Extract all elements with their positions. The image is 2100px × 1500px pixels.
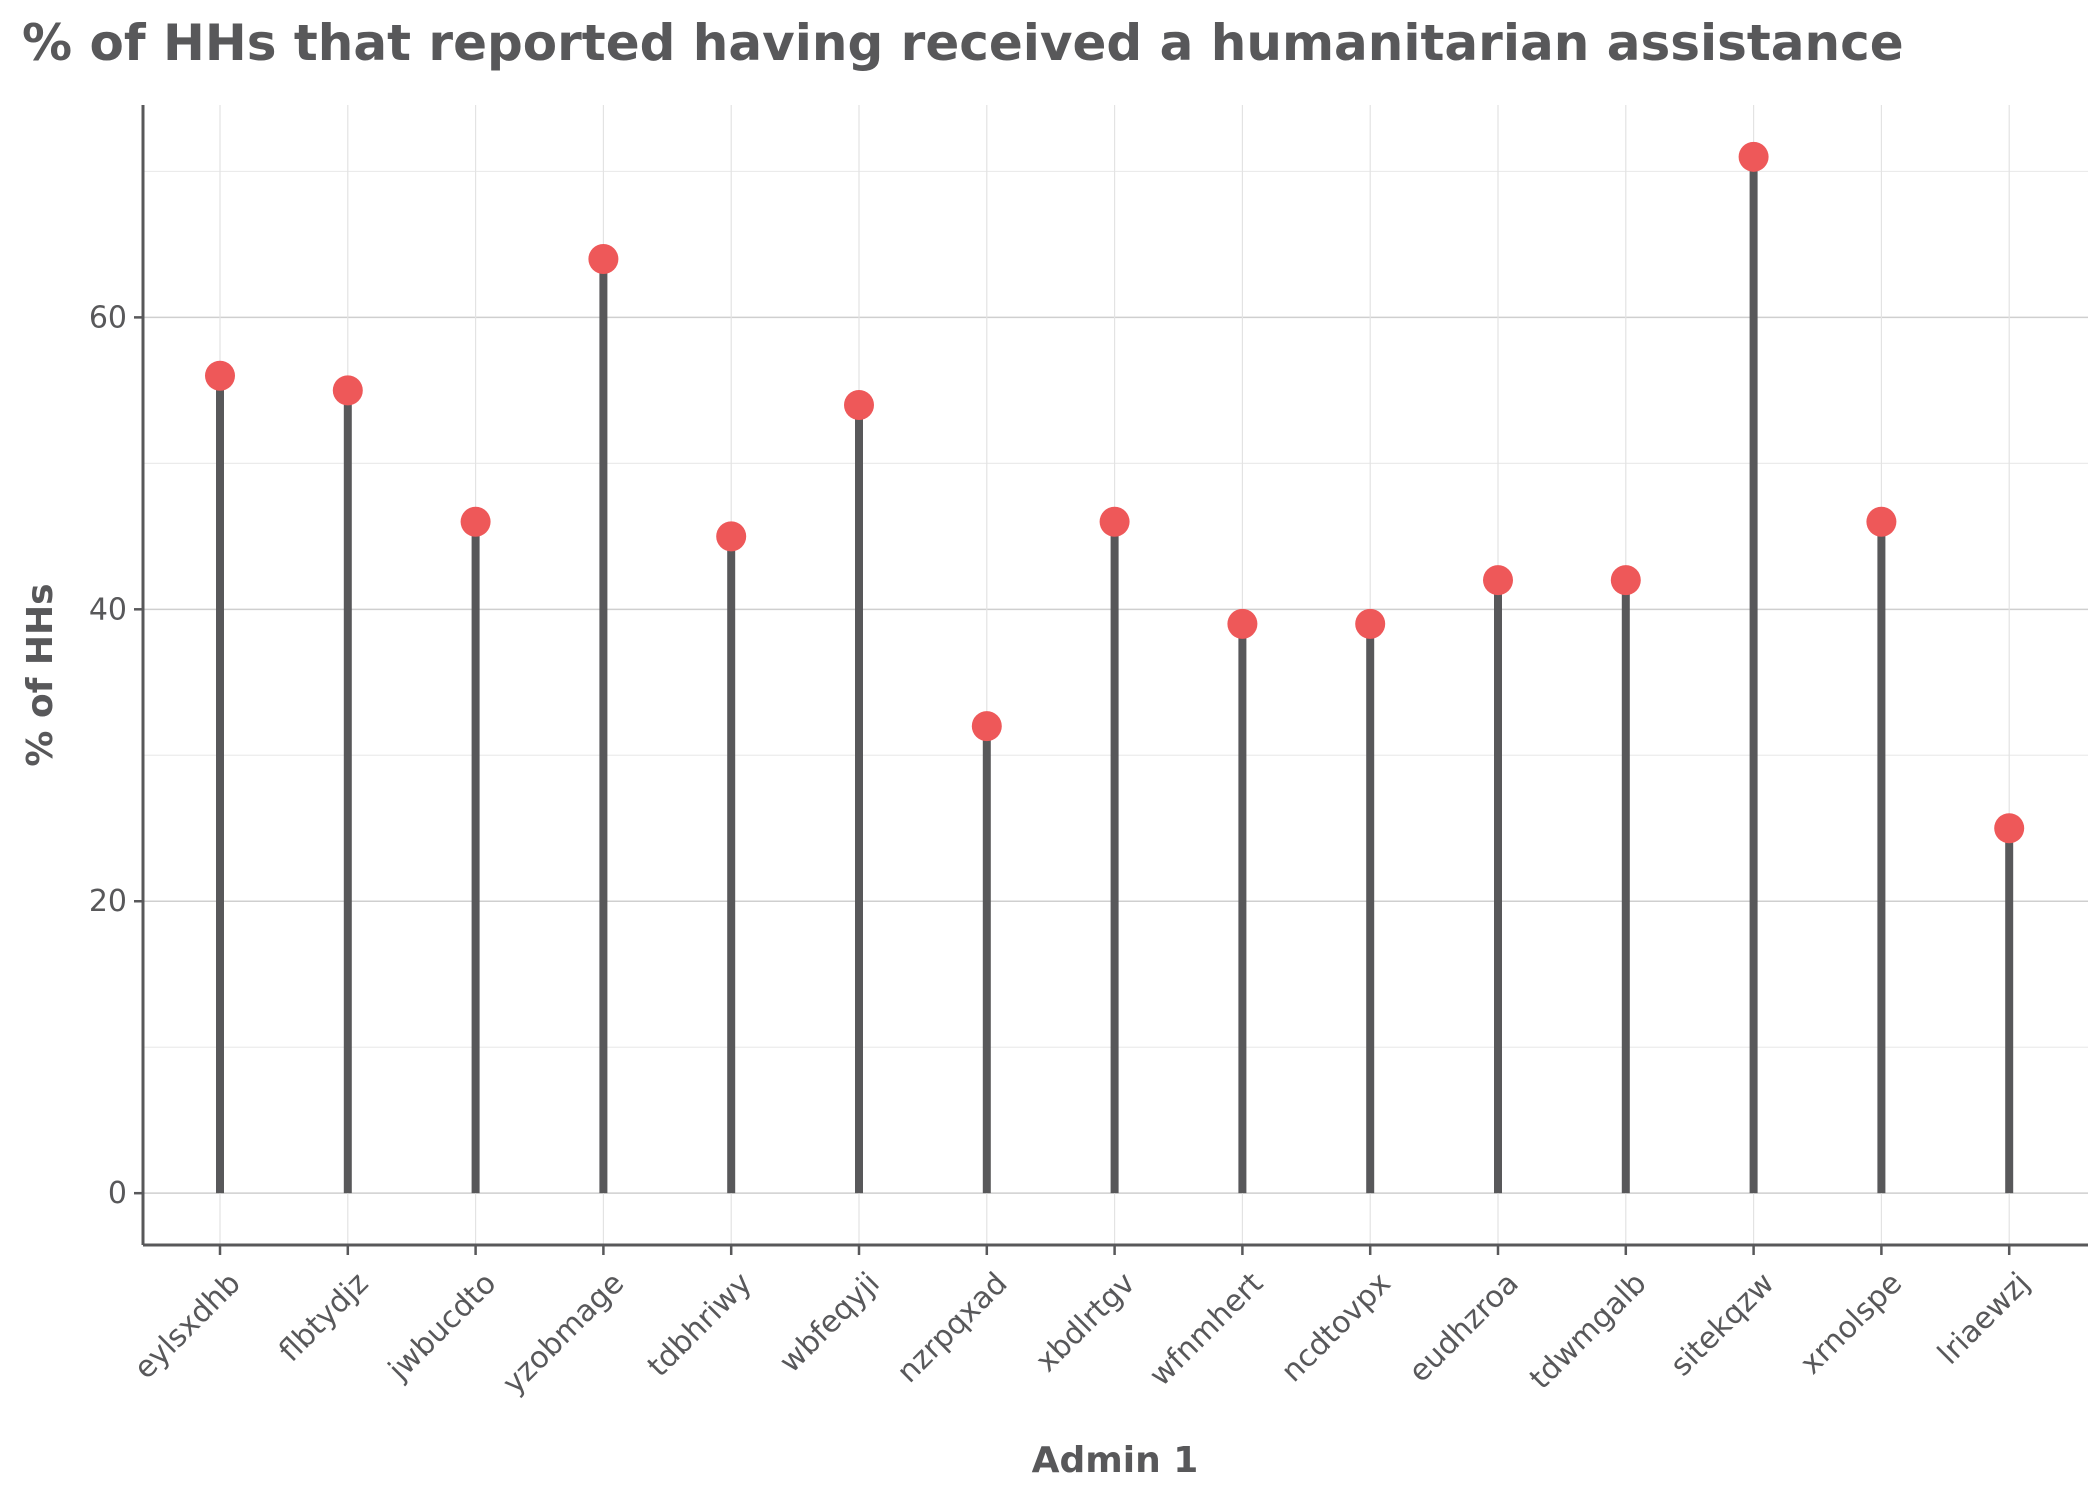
lollipop-point bbox=[205, 360, 235, 391]
y-axis-label: % of HHs bbox=[20, 583, 61, 766]
lollipop-point bbox=[1994, 813, 2025, 844]
x-tick-label: eudhzroa bbox=[1402, 1266, 1526, 1390]
chart-title: % of HHs that reported having received a… bbox=[22, 14, 1904, 72]
x-tick-label: nzrpqxad bbox=[890, 1266, 1014, 1390]
lollipop-point bbox=[971, 711, 1002, 742]
lollipop-point bbox=[1610, 565, 1641, 596]
lollipop-point bbox=[1227, 608, 1258, 639]
x-tick-label: eylsxdhb bbox=[127, 1266, 247, 1386]
x-tick-label: tdbhriwy bbox=[641, 1266, 759, 1384]
lollipop-point bbox=[844, 389, 874, 420]
x-tick-label: wfnmhert bbox=[1143, 1266, 1270, 1393]
lollipop-point bbox=[716, 521, 747, 552]
x-tick-label: jwbucdto bbox=[381, 1266, 503, 1388]
x-tick-label: flbtydjz bbox=[273, 1266, 376, 1369]
lollipop-point bbox=[588, 243, 619, 274]
lollipop-point bbox=[1355, 608, 1386, 639]
y-tick-label: 40 bbox=[89, 592, 127, 627]
y-tick-label: 20 bbox=[89, 884, 127, 919]
lollipop-point bbox=[1866, 506, 1897, 537]
x-tick-label: sitekqzw bbox=[1664, 1266, 1781, 1383]
lollipop-point bbox=[332, 375, 363, 406]
x-tick-label: tdwmgalb bbox=[1523, 1266, 1653, 1396]
x-tick-label: yzobmage bbox=[496, 1266, 631, 1401]
x-tick-label: lriaewzj bbox=[1931, 1266, 2037, 1372]
y-tick-label: 0 bbox=[108, 1176, 127, 1211]
lollipop-point bbox=[1483, 565, 1513, 596]
x-tick-label: wbfeqyji bbox=[773, 1266, 887, 1380]
x-tick-label: xrnolspe bbox=[1794, 1266, 1910, 1382]
lollipop-point bbox=[1099, 506, 1130, 537]
marks bbox=[205, 141, 2025, 1194]
y-tick-label: 60 bbox=[89, 300, 127, 335]
lollipop-point bbox=[1738, 141, 1769, 172]
x-axis-label: Admin 1 bbox=[1032, 1440, 1199, 1481]
x-tick-label: ncdtovpx bbox=[1275, 1266, 1398, 1389]
x-tick-label: xbdlrtgv bbox=[1029, 1266, 1142, 1379]
lollipop-point bbox=[460, 506, 491, 537]
